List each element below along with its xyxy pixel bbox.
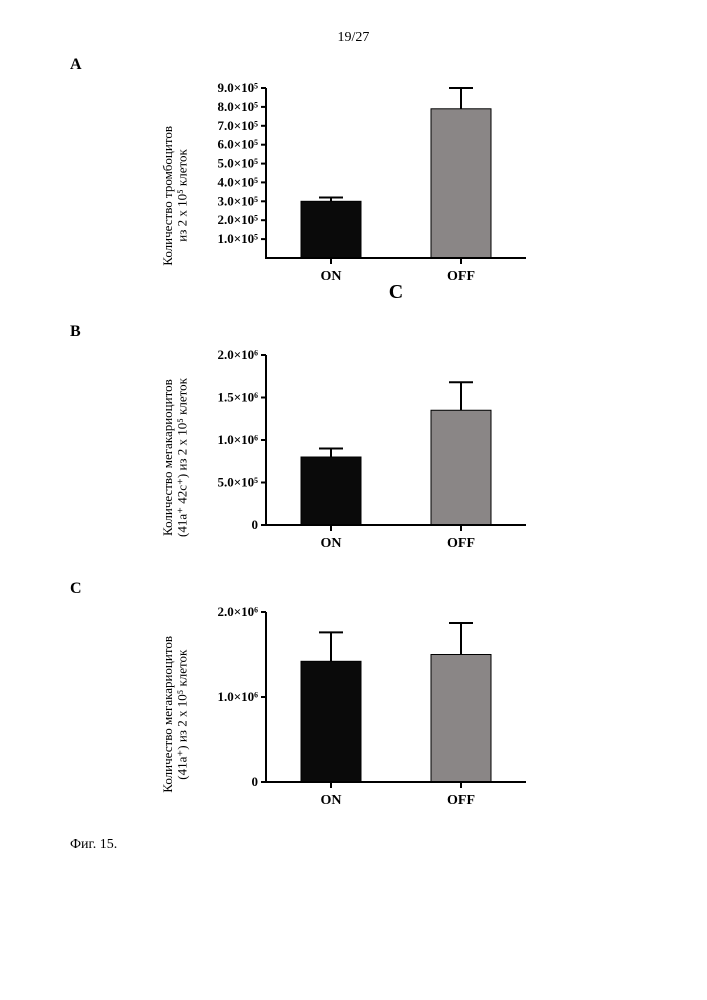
- ytick-label: 8.0×10⁵: [217, 99, 258, 114]
- ytick-label: 0: [251, 774, 258, 789]
- ytick-label: 6.0×10⁵: [217, 137, 258, 152]
- xtick-off: OFF: [447, 793, 475, 808]
- bar-on: [301, 457, 361, 525]
- ytick-label: 3.0×10⁵: [217, 193, 258, 208]
- bar-off: [431, 410, 491, 525]
- panel-b: B Количество мегакариоцитов (41a⁺ 42c⁺) …: [60, 323, 647, 570]
- ytick-label: 9.0×10⁵: [217, 80, 258, 95]
- panel-c-ylabel-line1: Количество мегакариоцитов: [160, 636, 175, 793]
- xtick-off: OFF: [447, 536, 475, 551]
- ytick-label: 1.0×10⁶: [217, 432, 258, 447]
- panel-c-chart-wrap: Количество мегакариоцитов (41a⁺) из 2 х …: [60, 602, 647, 827]
- page-number: 19/27: [60, 30, 647, 46]
- xtick-on: ON: [320, 536, 341, 551]
- ytick-label: 1.0×10⁵: [217, 231, 258, 246]
- panel-a-ylabel-line2: из 2 х 10⁵ клеток: [175, 149, 190, 242]
- ytick-label: 5.0×10⁵: [217, 156, 258, 171]
- ytick-label: 2.0×10⁵: [217, 212, 258, 227]
- xtick-off: OFF: [447, 269, 475, 284]
- panel-b-chart-wrap: Количество мегакариоцитов (41a⁺ 42c⁺) из…: [60, 345, 647, 570]
- ytick-label: 4.0×10⁵: [217, 174, 258, 189]
- panel-b-ylabel: Количество мегакариоцитов (41a⁺ 42c⁺) из…: [161, 378, 190, 537]
- bar-off: [431, 109, 491, 258]
- panel-c: C Количество мегакариоцитов (41a⁺) из 2 …: [60, 580, 647, 827]
- panel-a-svg: 9.0×10⁵ 8.0×10⁵ 7.0×10⁵ 6.0×10⁵ 5.0×10⁵ …: [196, 78, 546, 308]
- xtick-on: ON: [320, 269, 341, 284]
- ytick-label: 0: [251, 517, 258, 532]
- panel-b-ylabel-line1: Количество мегакариоцитов: [160, 379, 175, 536]
- panel-a-ylabel-line1: Количество тромбоцитов: [160, 126, 175, 266]
- panel-b-label: B: [70, 323, 647, 341]
- panel-a-center-label: C: [389, 281, 403, 303]
- panel-c-ylabel-line2: (41a⁺) из 2 х 10⁵ клеток: [175, 649, 190, 779]
- panel-b-chart: 2.0×10⁶ 1.5×10⁶ 1.0×10⁶ 5.0×10⁵ 0: [196, 345, 546, 570]
- panel-c-label: C: [70, 580, 647, 598]
- panel-a-label: A: [70, 56, 647, 74]
- panel-c-yticks: 2.0×10⁶ 1.0×10⁶ 0: [217, 604, 266, 789]
- panel-c-ylabel: Количество мегакариоцитов (41a⁺) из 2 х …: [161, 636, 190, 793]
- figure-caption: Фиг. 15.: [70, 837, 647, 853]
- ytick-label: 2.0×10⁶: [217, 347, 258, 362]
- document-page: 19/27 A Количество тромбоцитов из 2 х 10…: [0, 0, 707, 1000]
- bar-off: [431, 655, 491, 783]
- panel-a-yticks: 9.0×10⁵ 8.0×10⁵ 7.0×10⁵ 6.0×10⁵ 5.0×10⁵ …: [217, 80, 266, 246]
- ytick-label: 1.0×10⁶: [217, 689, 258, 704]
- xtick-on: ON: [320, 793, 341, 808]
- panel-a-ylabel: Количество тромбоцитов из 2 х 10⁵ клеток: [161, 126, 190, 266]
- panel-c-chart: 2.0×10⁶ 1.0×10⁶ 0: [196, 602, 546, 827]
- panel-b-ylabel-line2: (41a⁺ 42c⁺) из 2 х 10⁵ клеток: [175, 378, 190, 537]
- bar-on: [301, 201, 361, 258]
- panel-a-chart-wrap: Количество тромбоцитов из 2 х 10⁵ клеток…: [60, 78, 647, 313]
- ytick-label: 7.0×10⁵: [217, 118, 258, 133]
- panel-c-svg: 2.0×10⁶ 1.0×10⁶ 0: [196, 602, 546, 822]
- ytick-label: 2.0×10⁶: [217, 604, 258, 619]
- panel-a-chart: 9.0×10⁵ 8.0×10⁵ 7.0×10⁵ 6.0×10⁵ 5.0×10⁵ …: [196, 78, 546, 313]
- ytick-label: 5.0×10⁵: [217, 475, 258, 490]
- panel-a: A Количество тромбоцитов из 2 х 10⁵ клет…: [60, 56, 647, 313]
- bar-on: [301, 661, 361, 782]
- panel-b-yticks: 2.0×10⁶ 1.5×10⁶ 1.0×10⁶ 5.0×10⁵ 0: [217, 347, 266, 532]
- panel-b-svg: 2.0×10⁶ 1.5×10⁶ 1.0×10⁶ 5.0×10⁵ 0: [196, 345, 546, 565]
- ytick-label: 1.5×10⁶: [217, 390, 258, 405]
